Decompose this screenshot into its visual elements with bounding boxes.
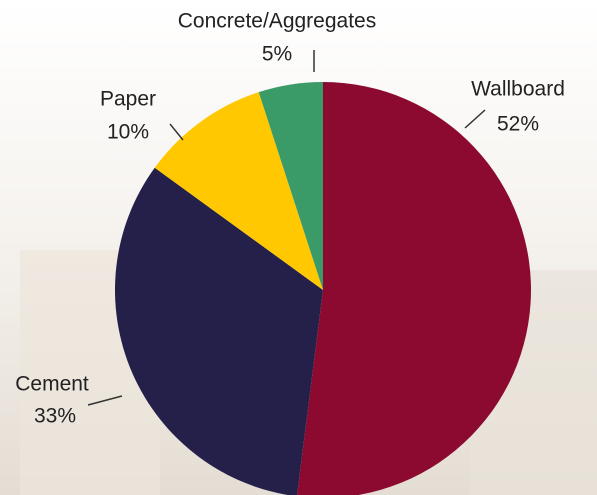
category-label: Concrete/Aggregates [178,10,376,33]
pie [115,82,531,495]
pie-slice [297,82,531,495]
value-label: 5% [262,43,292,66]
category-label: Wallboard [471,78,565,101]
value-label: 33% [34,405,76,428]
value-label: 10% [107,121,149,144]
category-label: Cement [15,373,89,396]
pie-slice [115,167,323,495]
value-label: 52% [497,113,539,136]
pie-slice [258,82,323,290]
pie-slice [154,92,323,291]
leader-line [169,123,184,141]
leader-line [464,109,486,129]
category-label: Paper [100,88,156,111]
labels: Wallboard 52% Cement 33% Paper 10% Concrete/Ag… [15,10,565,428]
leader-line [87,395,123,406]
